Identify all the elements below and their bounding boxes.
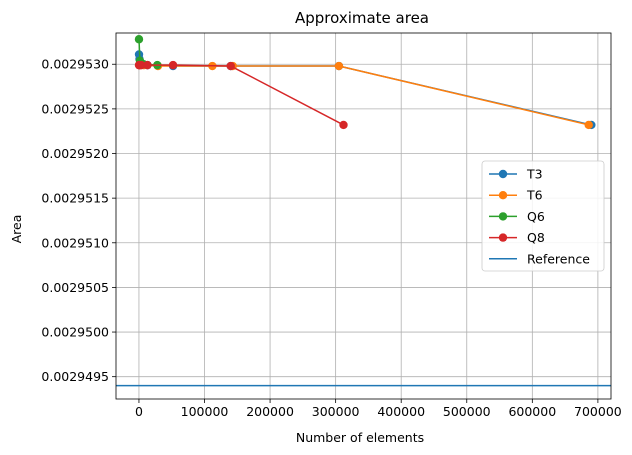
x-tick-label: 200000 xyxy=(246,404,294,419)
y-axis-label: Area xyxy=(9,215,24,244)
y-tick-label: 0.0029505 xyxy=(41,280,109,295)
x-tick-label: 400000 xyxy=(377,404,425,419)
y-tick-label: 0.0029530 xyxy=(41,57,109,72)
legend: T3 T6 Q6 Q8 Reference xyxy=(481,160,605,272)
y-tick-label: 0.0029500 xyxy=(41,325,109,340)
legend-label: T6 xyxy=(526,188,543,203)
series-line-q8 xyxy=(138,64,344,126)
y-tick-label: 0.0029525 xyxy=(41,101,109,116)
legend-label: Q8 xyxy=(527,230,545,245)
legend-label: T3 xyxy=(526,167,543,182)
ticks: 0 100000 200000 300000 400000 500000 600000 700… xyxy=(41,57,621,419)
data-point xyxy=(334,61,344,71)
legend-marker xyxy=(498,212,508,221)
y-tick-label: 0.0029495 xyxy=(41,369,109,384)
x-axis-label: Number of elements xyxy=(296,430,424,445)
legend-marker xyxy=(498,191,508,200)
x-tick-label: 100000 xyxy=(181,404,229,419)
y-tick-label: 0.0029510 xyxy=(41,235,109,250)
legend-box xyxy=(481,160,605,272)
data-point xyxy=(339,120,348,130)
legend-label: Q6 xyxy=(527,209,545,224)
y-tick-label: 0.0029520 xyxy=(41,146,109,161)
data-point xyxy=(134,35,144,44)
data-point xyxy=(137,60,146,70)
series-t3 xyxy=(134,50,596,130)
x-tick-label: 600000 xyxy=(508,404,556,419)
x-tick-label: 0 xyxy=(135,404,143,419)
plot-frame xyxy=(115,32,612,400)
legend-marker xyxy=(498,233,508,242)
legend-label: Reference xyxy=(527,251,590,266)
x-tick-label: 700000 xyxy=(574,404,622,419)
data-point xyxy=(143,60,152,70)
x-tick-label: 300000 xyxy=(312,404,360,419)
series-layer xyxy=(134,35,596,130)
series-t6 xyxy=(134,60,593,130)
data-point xyxy=(226,61,235,71)
series-q8 xyxy=(134,60,348,130)
chart-title: Approximate area xyxy=(295,9,429,27)
legend-marker xyxy=(498,169,508,179)
data-point xyxy=(168,60,178,70)
series-line-t6 xyxy=(139,64,589,126)
y-tick-label: 0.0029515 xyxy=(41,191,109,206)
data-point xyxy=(584,120,593,130)
x-tick-label: 500000 xyxy=(443,404,491,419)
